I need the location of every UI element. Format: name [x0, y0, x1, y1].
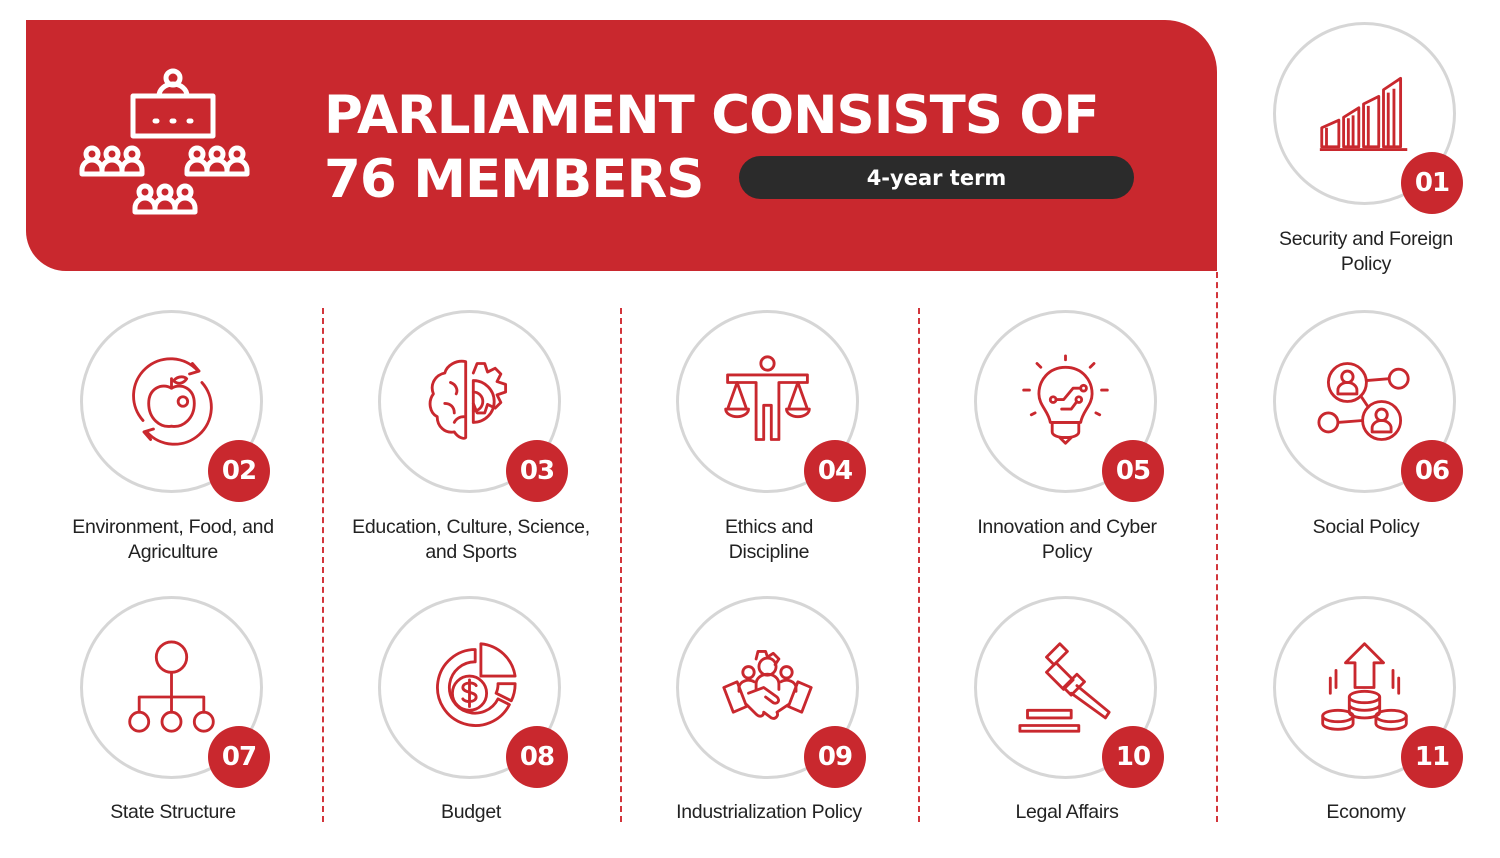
handshake-team-icon: [722, 649, 813, 720]
hierarchy-icon: [128, 640, 215, 733]
committee-item: 10 Legal Affairs: [957, 596, 1177, 856]
label-line: Security and Foreign: [1279, 228, 1453, 250]
label-line: Ethics and: [724, 516, 814, 538]
label-line: Economy: [1326, 801, 1406, 823]
committee-item: 07 State Structure: [63, 596, 283, 856]
icon-circle: [1273, 22, 1456, 205]
number-badge: 08: [506, 726, 568, 788]
title-line-2: 76 MEMBERS: [324, 149, 704, 210]
label-line: Agriculture: [128, 541, 218, 563]
coins-arrow-icon: [1321, 642, 1408, 731]
header-banner: PARLIAMENT CONSISTS OF 76 MEMBERS 4-year…: [26, 20, 1217, 271]
committee-label: Industrialization Policy: [639, 800, 899, 825]
column-divider: [918, 308, 920, 822]
number-badge: 03: [506, 440, 568, 502]
brain-gear-icon: [428, 359, 508, 440]
label-line: Policy: [1041, 541, 1093, 563]
label-line: Environment, Food, and: [72, 516, 274, 538]
scales-person-icon: [724, 355, 811, 441]
number-badge: 02: [208, 440, 270, 502]
label-line: Social Policy: [1312, 516, 1420, 538]
committee-item: 01 Security and Foreign Policy: [1256, 22, 1476, 282]
committee-label: Budget: [341, 800, 601, 825]
label-line: Industrialization Policy: [676, 801, 862, 823]
number-badge: 09: [804, 726, 866, 788]
committee-item: 04 Ethics and Discipline: [659, 310, 879, 570]
committee-item: 06 Social Policy: [1256, 310, 1476, 570]
committee-item: 02 Environment, Food, and Agriculture: [63, 310, 283, 570]
number-badge: 06: [1401, 440, 1463, 502]
label-line: Discipline: [728, 541, 810, 563]
number-badge: 01: [1401, 152, 1463, 214]
committee-item: 05 Innovation and Cyber Policy: [957, 310, 1177, 570]
column-divider: [620, 308, 622, 822]
circuit-bulb-icon: [1022, 354, 1109, 445]
number-badge: 11: [1401, 726, 1463, 788]
committee-label: Security and Foreign Policy: [1236, 227, 1496, 277]
column-divider: [322, 308, 324, 822]
committee-label: State Structure: [43, 800, 303, 825]
gavel-icon: [1018, 642, 1111, 733]
title-line-1: PARLIAMENT CONSISTS OF: [324, 85, 1100, 146]
committee-label: Social Policy: [1236, 515, 1496, 540]
number-badge: 05: [1102, 440, 1164, 502]
number-badge: 10: [1102, 726, 1164, 788]
committee-label: Innovation and Cyber Policy: [937, 515, 1197, 565]
dollar-pie-icon: [436, 642, 517, 727]
term-badge: 4-year term: [739, 156, 1134, 199]
apple-cycle-icon: [132, 357, 213, 446]
committee-label: Education, Culture, Science, and Sports: [341, 515, 601, 565]
committee-item: 03 Education, Culture, Science, and Spor…: [352, 310, 590, 570]
number-badge: 07: [208, 726, 270, 788]
label-line: Legal Affairs: [1015, 801, 1119, 823]
social-network-icon: [1317, 362, 1410, 441]
committee-item: 08 Budget: [361, 596, 581, 856]
committee-label: Legal Affairs: [937, 800, 1197, 825]
label-line: and Sports: [425, 541, 517, 563]
page-title: PARLIAMENT CONSISTS OF 76 MEMBERS: [324, 84, 1100, 212]
committee-item: 11 Economy: [1256, 596, 1476, 856]
label-line: Budget: [440, 801, 501, 823]
label-line: State Structure: [110, 801, 236, 823]
column-divider: [1216, 272, 1218, 822]
icon-circle: [974, 596, 1157, 779]
label-line: Education, Culture, Science,: [352, 516, 590, 538]
assembly-icon: [79, 68, 268, 226]
number-badge: 04: [804, 440, 866, 502]
label-line: Policy: [1340, 253, 1392, 275]
committee-label: Ethics and Discipline: [639, 515, 899, 565]
label-line: Innovation and Cyber: [977, 516, 1157, 538]
growth-chart-icon: [1319, 76, 1408, 152]
committee-item: 09 Industrialization Policy: [659, 596, 879, 856]
committee-label: Environment, Food, and Agriculture: [43, 515, 303, 565]
committee-label: Economy: [1236, 800, 1496, 825]
